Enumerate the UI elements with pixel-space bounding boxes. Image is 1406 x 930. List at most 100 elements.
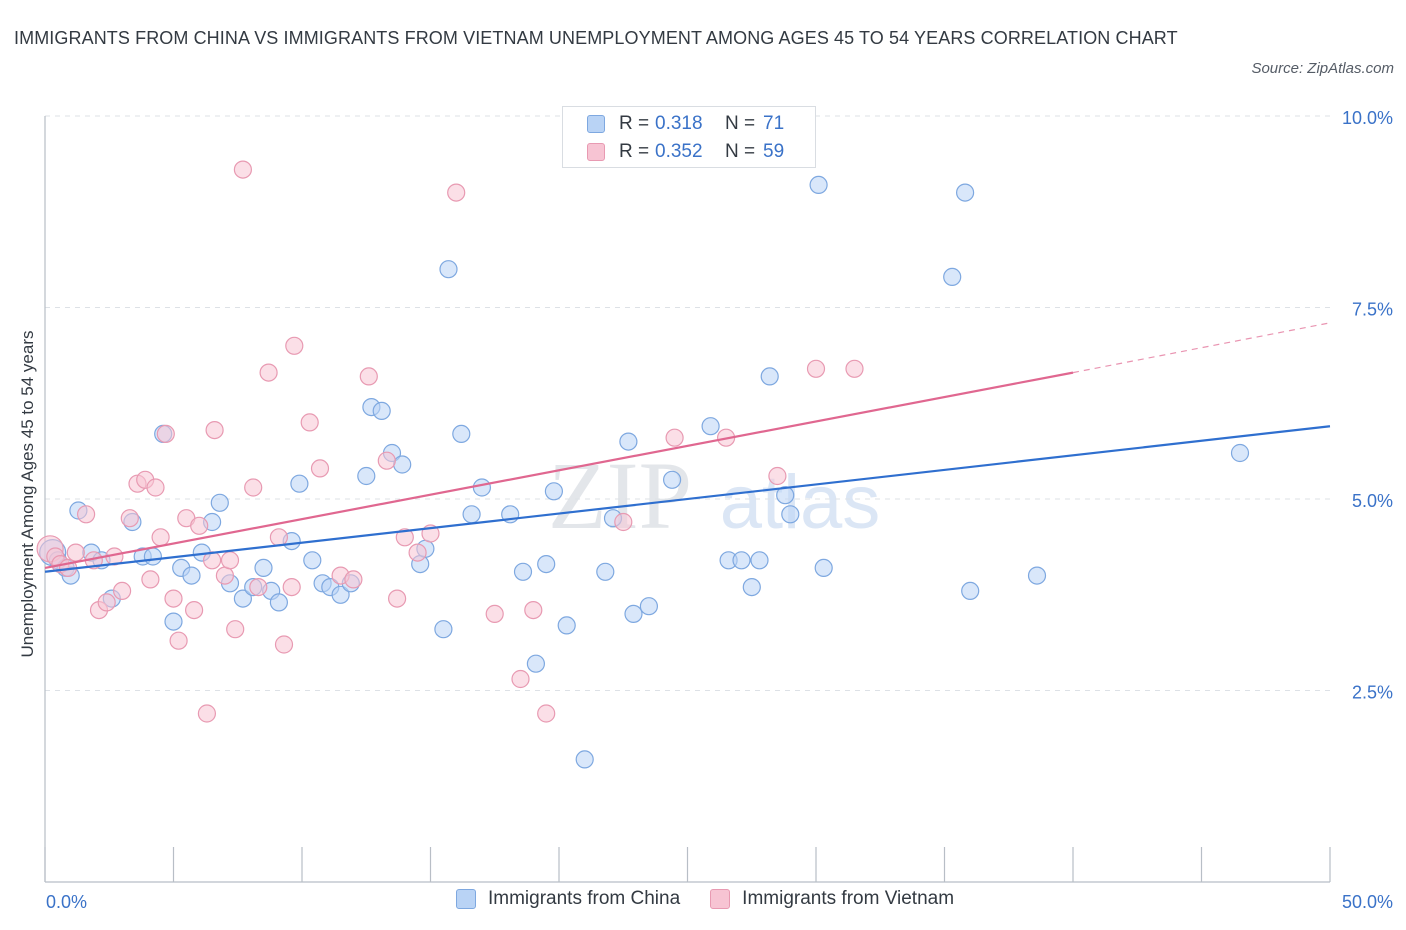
watermark: ZIP atlas: [548, 442, 880, 549]
china-point: [254, 558, 273, 578]
china-point: [662, 470, 682, 489]
vietnam-legend-label: Immigrants from Vietnam: [742, 888, 955, 909]
vietnam-point: [151, 528, 170, 547]
china-point: [596, 562, 615, 581]
vietnam-point: [169, 631, 188, 650]
vietnam-point: [259, 363, 278, 382]
vietnam-trend-extension: [1072, 322, 1331, 374]
vietnam-swatch: [587, 143, 605, 161]
trend-lines: [44, 322, 1331, 573]
china-point: [393, 455, 412, 474]
vietnam-point: [205, 421, 224, 440]
china-point: [372, 401, 391, 420]
source-label: Source: ZipAtlas.com: [1251, 60, 1394, 77]
china-point: [1230, 443, 1250, 463]
vietnam-point: [164, 589, 183, 608]
y-tick-label: 7.5%: [1352, 300, 1393, 320]
vietnam-point: [112, 581, 132, 601]
vietnam-point: [537, 704, 556, 723]
vietnam-point: [233, 160, 252, 179]
vietnam-point: [120, 509, 139, 528]
china-r-value: 0.318: [655, 113, 703, 134]
x-tick-label: 50.0%: [1342, 892, 1393, 912]
stats-legend-vietnam: R = 0.352 N = 59: [587, 140, 784, 164]
vietnam-point: [141, 570, 160, 589]
china-point: [513, 562, 533, 581]
chart-title: IMMIGRANTS FROM CHINA VS IMMIGRANTS FROM…: [14, 28, 1178, 48]
vietnam-point: [285, 336, 304, 355]
vietnam-point: [447, 183, 466, 202]
vietnam-point: [66, 543, 85, 562]
vietnam-point: [408, 543, 427, 562]
vietnam-point: [377, 451, 396, 470]
vietnam-n-value: 59: [763, 141, 785, 162]
vietnam-point: [269, 528, 288, 547]
r-label: R =: [619, 113, 650, 134]
china-point: [781, 505, 800, 524]
china-point: [439, 260, 458, 279]
vietnam-point: [190, 516, 209, 535]
china-point: [331, 585, 350, 604]
china-point: [619, 432, 638, 451]
china-point: [732, 551, 751, 570]
vietnam-point: [395, 528, 414, 547]
china-point: [303, 551, 322, 570]
series-legend: Immigrants from China Immigrants from Vi…: [456, 888, 984, 910]
china-point: [760, 367, 779, 386]
china-point: [624, 604, 643, 624]
vietnam-point: [282, 577, 301, 597]
y-tick-label: 10.0%: [1342, 108, 1393, 128]
n-label: N =: [725, 113, 756, 134]
vietnam-point: [845, 359, 864, 378]
china-point: [814, 558, 833, 578]
vietnam-point: [359, 367, 378, 386]
china-trend-line: [44, 425, 1331, 573]
axes: [44, 116, 1331, 883]
vietnam-point: [344, 570, 363, 589]
china-point: [1027, 566, 1047, 585]
vietnam-point: [524, 600, 543, 620]
china-point: [575, 750, 594, 769]
vietnam-point: [485, 604, 504, 624]
vietnam-point: [97, 593, 116, 612]
china-point: [434, 620, 453, 639]
china-point: [776, 486, 795, 505]
n-label: N =: [725, 141, 756, 162]
china-point: [290, 474, 309, 493]
china-point: [526, 654, 546, 673]
vietnam-point: [215, 566, 234, 585]
data-points: [36, 137, 1250, 769]
stats-legend-china: R = 0.318 N = 71: [587, 112, 784, 136]
legend-item-china[interactable]: Immigrants from China: [456, 888, 680, 910]
china-point: [961, 581, 980, 601]
vietnam-point: [249, 577, 268, 597]
vietnam-point: [768, 466, 787, 486]
china-legend-swatch: [456, 889, 476, 909]
tick-labels: 2.5% 5.0% 7.5% 10.0% 0.0% 50.0%: [46, 108, 1393, 912]
vietnam-point: [244, 478, 263, 497]
china-point: [701, 417, 720, 436]
stats-legend: R = 0.318 N = 71 R = 0.352 N = 59: [562, 106, 816, 168]
china-point: [210, 493, 229, 512]
china-point: [357, 466, 376, 486]
china-point: [143, 547, 162, 566]
vietnam-point: [806, 359, 826, 378]
china-swatch: [587, 115, 605, 133]
vietnam-point: [665, 428, 684, 447]
china-point: [943, 267, 962, 286]
vietnam-point: [146, 478, 165, 497]
vietnam-point: [614, 512, 633, 532]
china-point: [742, 577, 761, 597]
china-point: [164, 612, 183, 631]
china-point: [955, 183, 975, 202]
x-tick-label: 0.0%: [46, 892, 87, 912]
china-point: [537, 554, 556, 574]
y-tick-label: 2.5%: [1352, 683, 1393, 703]
vietnam-point: [388, 589, 407, 608]
china-point: [472, 478, 491, 497]
legend-item-vietnam[interactable]: Immigrants from Vietnam: [710, 888, 954, 910]
china-point: [557, 616, 576, 635]
vietnam-r-value: 0.352: [655, 141, 703, 162]
china-point: [750, 551, 769, 570]
